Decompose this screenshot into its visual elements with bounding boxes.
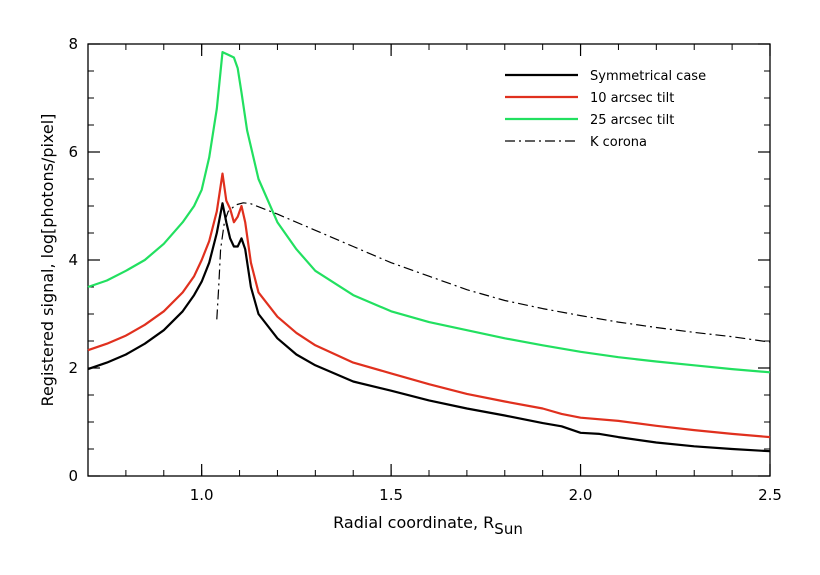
plot-frame [87, 43, 771, 477]
y-tick-label: 8 [68, 35, 78, 53]
legend: Symmetrical case 10 arcsec tilt 25 arcsec … [505, 69, 706, 150]
series-line-2 [87, 50, 771, 374]
x-axis-label-subscript: Sun [494, 520, 523, 538]
legend-label: Symmetrical case [590, 69, 706, 84]
x-axis-label-main: Radial coordinate, R [333, 513, 494, 532]
x-tick-label: 2.0 [569, 486, 593, 504]
x-tick-label: 2.5 [758, 486, 782, 504]
x-tick-label: 1.0 [190, 486, 214, 504]
series-line-3 [216, 202, 771, 343]
y-tick-label: 0 [68, 467, 78, 485]
series-lines [87, 50, 771, 453]
x-axis-label: Radial coordinate, RSun [333, 513, 523, 538]
legend-label: 10 arcsec tilt [590, 91, 674, 106]
legend-label: K corona [590, 135, 647, 150]
legend-label: 25 arcsec tilt [590, 113, 674, 128]
series-line-1 [87, 172, 771, 439]
y-axis-label: Registered signal, log[photons/pixel] [38, 114, 57, 407]
axis-ticks: 1.0 1.5 2.0 2.5 0 2 4 6 8 [68, 35, 781, 504]
series-line-0 [87, 202, 771, 453]
y-tick-label: 6 [68, 143, 78, 161]
y-tick-label: 2 [68, 359, 78, 377]
y-tick-label: 4 [68, 251, 78, 269]
x-tick-label: 1.5 [379, 486, 403, 504]
